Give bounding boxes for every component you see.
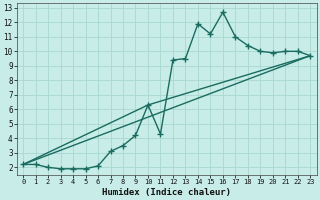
X-axis label: Humidex (Indice chaleur): Humidex (Indice chaleur) — [102, 188, 231, 197]
